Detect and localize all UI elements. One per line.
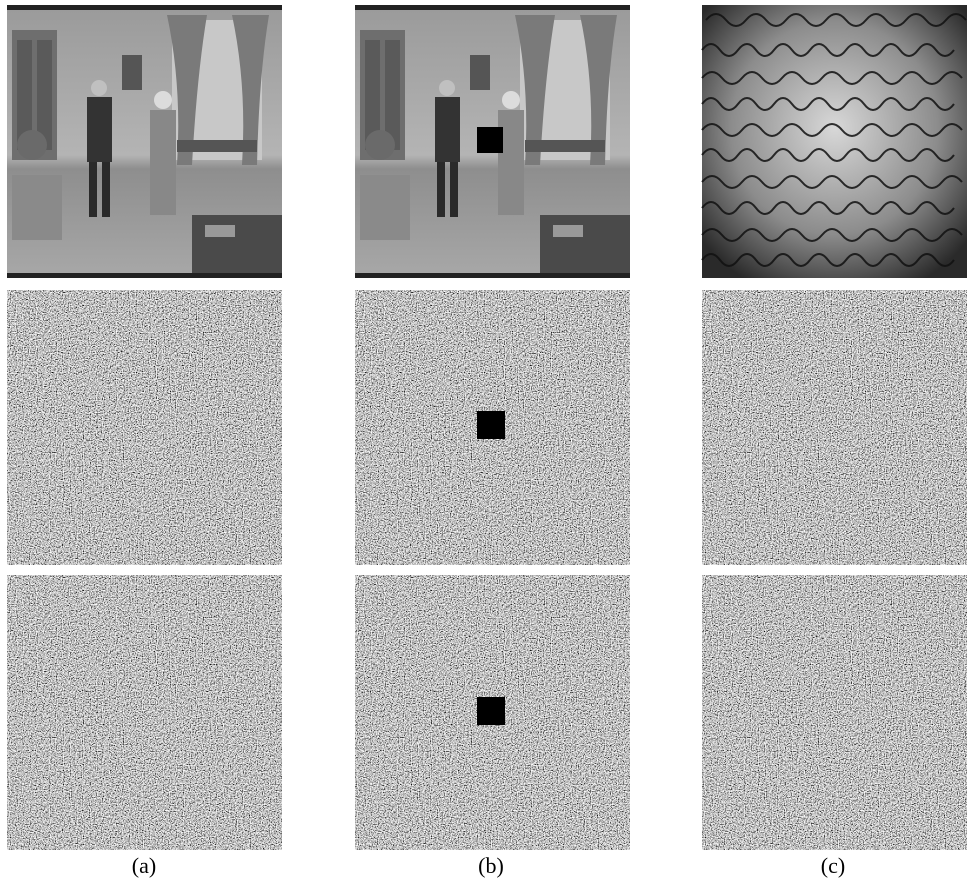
encrypted-image: [7, 290, 282, 565]
handwriting-image: [702, 5, 967, 278]
subfigure-caption: (a): [132, 853, 156, 878]
original-image: [7, 5, 282, 278]
encrypted-image: [7, 575, 282, 850]
occlusion-block: [477, 127, 503, 153]
encrypted-image: [702, 575, 967, 850]
occlusion-block: [477, 697, 505, 725]
encrypted-image: [702, 290, 967, 565]
occlusion-block: [477, 411, 505, 439]
figure: (a) (b) (c): [0, 0, 967, 888]
subfigure-caption: (b): [478, 853, 504, 878]
subfigure-caption: (c): [821, 853, 845, 878]
